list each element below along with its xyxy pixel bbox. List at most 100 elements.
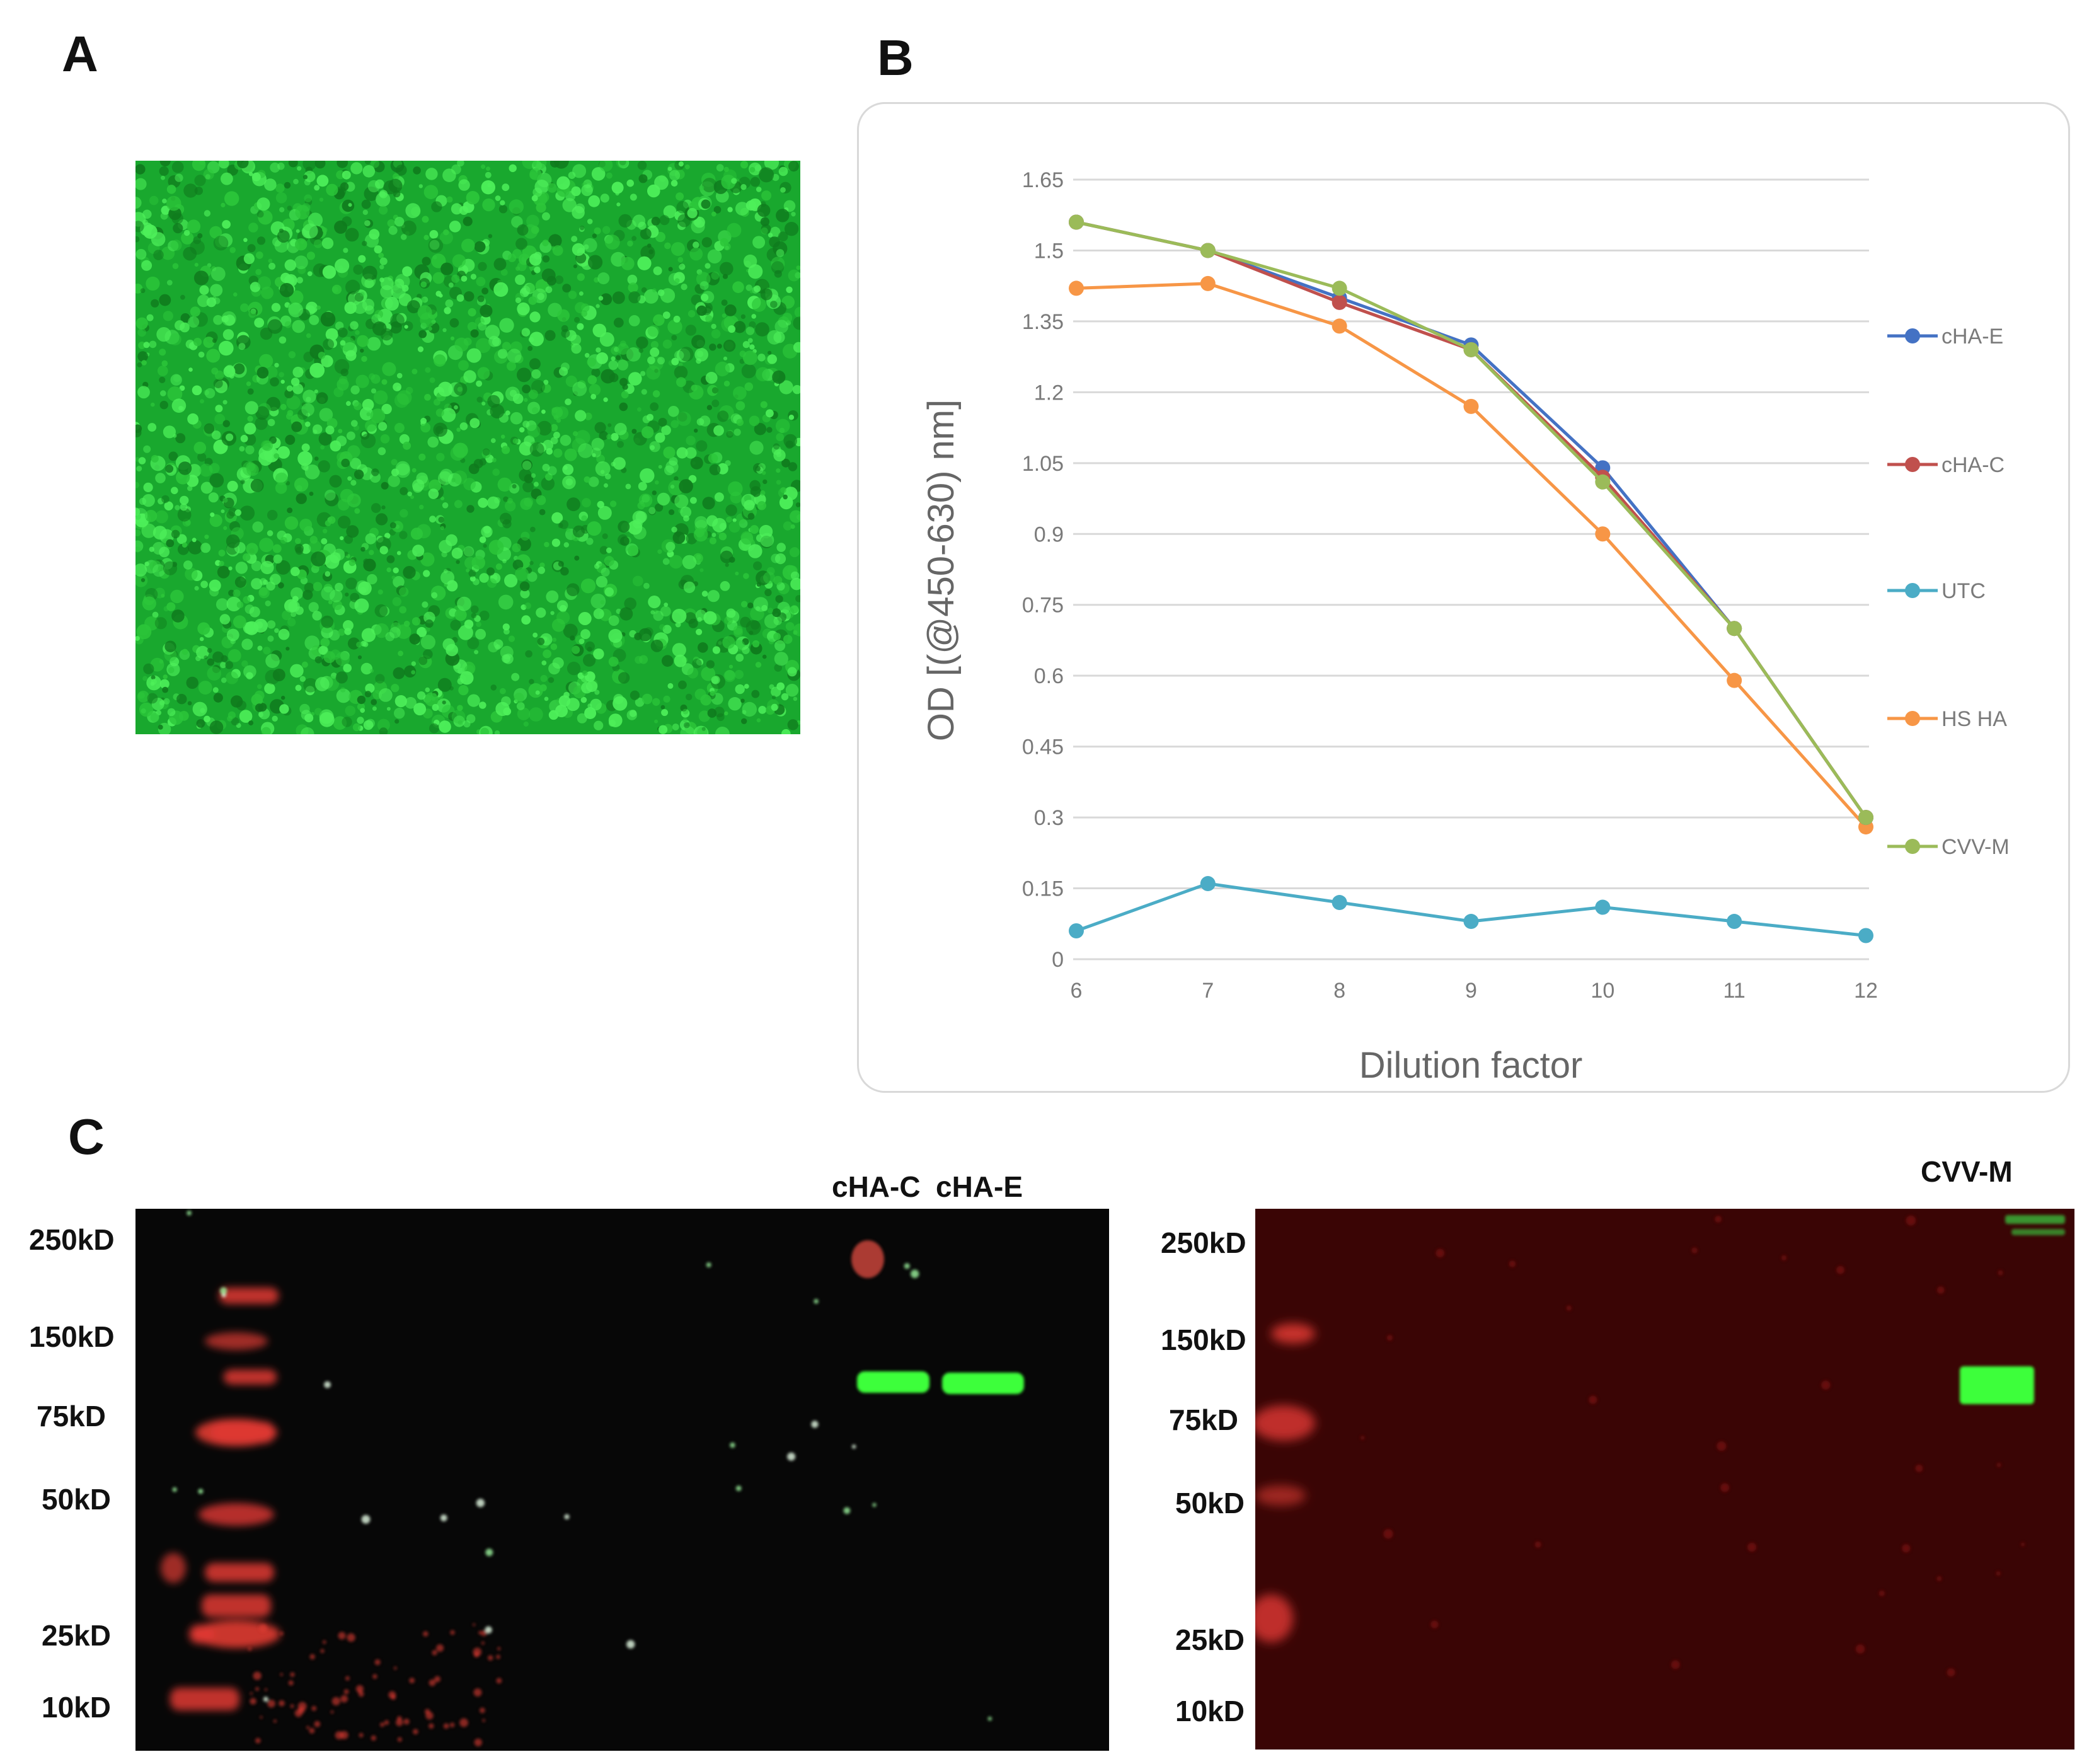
data-point (1858, 928, 1873, 943)
legend-label: cHA-C (1942, 453, 2005, 477)
data-point (1595, 474, 1611, 490)
y-tick-label: 0.6 (1034, 664, 1064, 688)
chart-frame: 0 0.15 0.3 0.45 0.6 0.75 0.9 1.05 1.2 1.35 1.5 1.65… (857, 102, 2070, 1093)
y-tick-label: 1.05 (1022, 452, 1064, 476)
series-line (1076, 282, 1867, 828)
y-tick-label: 1.65 (1022, 168, 1064, 192)
x-tick-label: 11 (1723, 979, 1746, 1003)
blot-background (135, 1209, 1109, 1751)
blot-speckles (172, 1210, 992, 1747)
data-point (1332, 318, 1347, 334)
data-point (1069, 214, 1084, 230)
x-tick-label: 9 (1465, 979, 1477, 1003)
data-point (1727, 621, 1742, 637)
marker-label-right-50: 50kD (1175, 1487, 1245, 1519)
legend-label: CVV-M (1942, 835, 2010, 859)
x-tick-label: 8 (1333, 979, 1345, 1003)
legend-label: HS HA (1942, 707, 2007, 731)
y-tick-label: 1.5 (1034, 239, 1064, 263)
marker-label-left-25: 25kD (42, 1619, 111, 1652)
data-point (1200, 275, 1216, 291)
marker-label-right-25: 25kD (1175, 1623, 1245, 1656)
green-bands (857, 1371, 1024, 1394)
y-tick-label: 0.3 (1034, 806, 1064, 830)
y-tick-label: 0 (1052, 948, 1064, 972)
data-point (1200, 243, 1216, 258)
data-point (1858, 810, 1873, 826)
panel-label-c: C (68, 1109, 105, 1165)
data-point (1332, 895, 1347, 911)
legend-label: UTC (1942, 579, 1986, 603)
y-tick-label: 0.9 (1034, 522, 1064, 546)
data-point (1069, 923, 1084, 939)
data-point (1332, 280, 1347, 296)
data-point (1463, 398, 1479, 414)
legend-item: UTC (1887, 579, 1986, 603)
legend-item: cHA-C (1887, 453, 2005, 477)
series-line (1076, 221, 1868, 819)
marker-label-right-150: 150kD (1161, 1323, 1246, 1356)
series-hs-ha (1069, 275, 1873, 835)
lane-label-cha-c: cHA-C (832, 1170, 921, 1203)
chart-legend: cHA-E cHA-C UTC HS HA CVV-M (1887, 325, 2010, 859)
data-point (1595, 899, 1611, 915)
legend-swatch-dot (1905, 328, 1920, 343)
series-cvv-m (1069, 214, 1873, 826)
y-tick-label: 1.2 (1034, 381, 1064, 405)
marker-label-left-10: 10kD (42, 1691, 111, 1724)
marker-label-right-250: 250kD (1161, 1226, 1246, 1259)
od-line-chart: 0 0.15 0.3 0.45 0.6 0.75 0.9 1.05 1.2 1.35 1.5 1.65… (921, 168, 2010, 1086)
legend-item: cHA-E (1887, 325, 2003, 349)
x-tick-label: 7 (1202, 979, 1214, 1003)
marker-label-left-150: 150kD (29, 1320, 115, 1353)
x-tick-labels: 6 7 8 9 10 11 12 (1071, 979, 1878, 1003)
data-point (1200, 876, 1216, 892)
green-band (1960, 1366, 2034, 1404)
x-axis-title: Dilution factor (1359, 1045, 1583, 1086)
series-cha-e (1069, 214, 1873, 826)
series-utc (1069, 876, 1873, 943)
marker-label-left-50: 50kD (42, 1483, 111, 1516)
series-line (1076, 221, 1868, 819)
legend-label: cHA-E (1942, 325, 2003, 349)
legend-item: HS HA (1887, 707, 2007, 731)
marker-label-right-75: 75kD (1169, 1404, 1238, 1436)
marker-label-right-10: 10kD (1175, 1695, 1245, 1727)
series-line (1076, 221, 1868, 819)
panel-label-a: A (62, 26, 98, 82)
chart-gridlines (1073, 178, 1869, 960)
legend-swatch-dot (1905, 839, 1920, 854)
blot-background (1255, 1209, 2074, 1750)
x-tick-label: 6 (1071, 979, 1083, 1003)
lane-label-cha-e: cHA-E (936, 1170, 1023, 1203)
y-tick-label: 1.35 (1022, 310, 1064, 334)
data-point (1463, 914, 1479, 930)
micrograph-cells (135, 161, 800, 734)
data-point (1332, 294, 1347, 310)
series-cha-c (1069, 214, 1873, 826)
data-point (1595, 526, 1611, 542)
legend-swatch-dot (1905, 711, 1920, 726)
western-blot-left (135, 1209, 1109, 1751)
data-point (1727, 672, 1742, 688)
ladder-lane (1255, 1323, 1315, 1642)
y-tick-labels: 0 0.15 0.3 0.45 0.6 0.75 0.9 1.05 1.2 1.35 1.5 1.65 (1022, 168, 1064, 972)
y-tick-label: 0.15 (1022, 877, 1064, 901)
panel-label-b: B (877, 30, 914, 86)
data-point (1069, 280, 1084, 296)
legend-swatch-dot (1905, 457, 1920, 472)
legend-item: CVV-M (1887, 835, 2010, 859)
y-axis-title: OD [(@450-630) nm] (921, 400, 962, 741)
blot-speckles (1361, 1215, 2025, 1677)
y-tick-label: 0.75 (1022, 594, 1064, 618)
data-point (1463, 342, 1479, 357)
ladder-lane (161, 1288, 280, 1710)
fluorescence-micrograph (135, 161, 800, 734)
y-tick-label: 0.45 (1022, 735, 1064, 759)
data-point (1727, 914, 1742, 930)
marker-label-left-75: 75kD (37, 1400, 106, 1433)
legend-swatch-dot (1905, 583, 1920, 598)
x-tick-label: 12 (1854, 979, 1878, 1003)
marker-label-left-250: 250kD (29, 1223, 115, 1256)
x-tick-label: 10 (1591, 979, 1614, 1003)
